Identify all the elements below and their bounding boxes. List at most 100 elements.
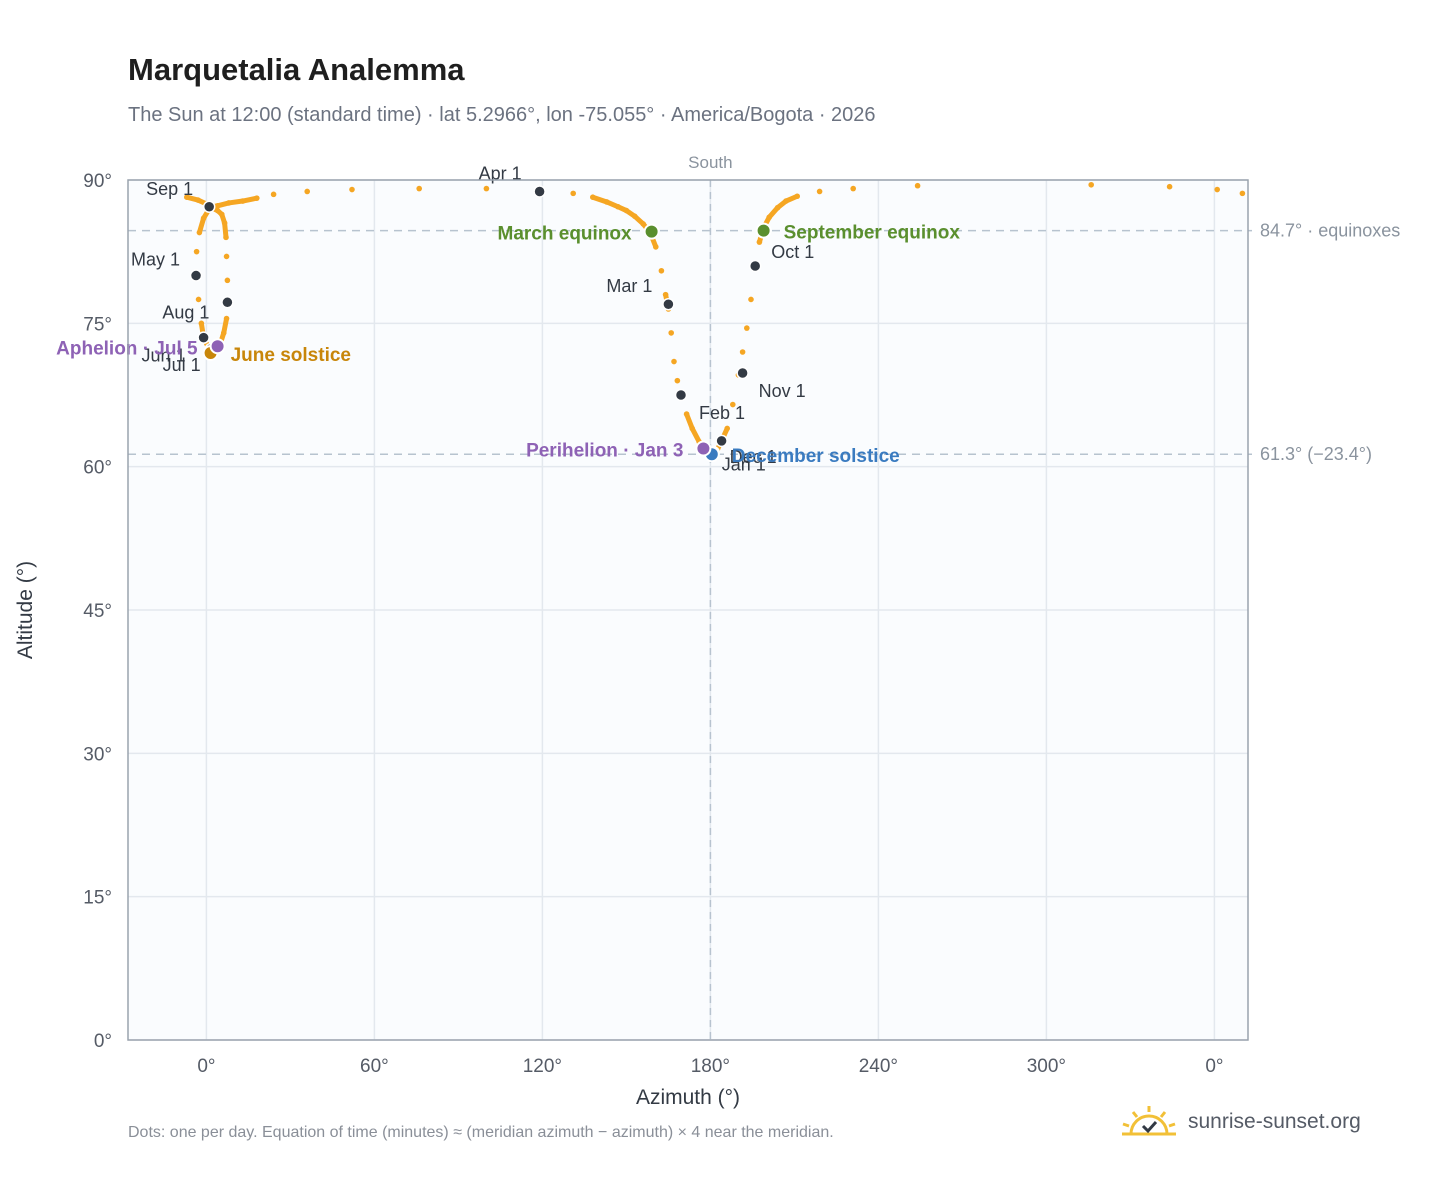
month-label: Jun 1 [142,346,186,366]
daily-dot [195,296,202,303]
daily-dot [653,244,659,250]
daily-dot [1166,183,1173,190]
daily-dot [196,229,203,236]
x-axis-label: Azimuth (°) [636,1086,740,1109]
month-marker [748,259,762,273]
daily-dot [200,215,207,222]
daily-dot [674,377,681,384]
month-marker [221,296,234,309]
event-label: Aphelion · Jul 5 [56,338,198,359]
footer-note: Dots: one per day. Equation of time (min… [128,1124,834,1141]
daily-dot [1214,186,1220,193]
month-label: Feb 1 [699,403,745,423]
daily-dot [253,195,260,201]
month-label: Apr 1 [479,163,522,183]
reference-label: 61.3° (−23.4°) [1260,444,1372,464]
x-tick-label: 240° [859,1056,898,1077]
daily-dot [816,188,823,195]
sun-icon [1122,1106,1176,1136]
daily-dot [668,330,674,336]
daily-dot [914,182,921,189]
daily-dot [224,277,231,284]
month-label: Dec 1 [730,447,777,467]
month-marker [674,388,688,402]
chart-subtitle: The Sun at 12:00 (standard time) · lat 5… [128,104,876,126]
y-tick-label: 60° [83,458,112,479]
month-marker [715,434,728,448]
daily-dot [640,221,646,227]
event-label: September equinox [784,223,961,244]
daily-dot [195,197,201,203]
daily-dot [623,207,630,214]
y-tick-label: 45° [83,601,112,622]
month-marker [533,185,546,198]
daily-dot [184,194,190,200]
daily-dot [223,315,230,322]
daily-dot [214,203,221,209]
daily-dot [226,200,232,206]
daily-dot [724,425,730,432]
month-marker [662,297,675,311]
daily-dot [223,234,229,241]
reference-label: 84.7° · equinoxes [1260,221,1400,241]
daily-dot [416,185,423,192]
daily-dot [349,186,355,193]
month-label: Nov 1 [759,381,806,401]
event-label: June solstice [231,345,351,366]
event-label: Perihelion · Jan 3 [526,441,683,462]
daily-dot [748,296,754,303]
month-marker [736,366,749,380]
daily-dot [304,188,311,195]
month-label: Mar 1 [606,276,652,296]
event-label: December solstice [732,446,900,467]
daily-dot [570,190,576,197]
month-marker [202,200,216,214]
daily-dot [850,185,856,192]
daily-dot [590,194,596,200]
daily-dot [219,211,225,218]
daily-dot [662,291,669,298]
south-label: South [688,153,732,172]
event-marker [209,338,226,355]
chart-title: Marquetalia Analemma [128,52,465,87]
daily-dot [223,253,230,260]
daily-dot [783,198,789,204]
daily-dot [483,185,490,192]
daily-dot [193,248,200,255]
y-tick-label: 15° [83,888,112,909]
month-marker [189,269,203,282]
month-marker [197,331,210,344]
event-marker [695,440,712,457]
y-axis-label: Altitude (°) [14,561,37,659]
y-tick-label: 30° [83,744,112,765]
month-label: Jan 1 [722,454,766,474]
daily-dot [730,401,736,408]
x-tick-label: 120° [523,1056,562,1077]
daily-dot [683,411,690,417]
daily-dot [214,207,221,214]
month-label: May 1 [131,250,180,270]
daily-dot [221,220,228,226]
y-tick-label: 75° [83,314,112,335]
daily-dot [744,325,750,331]
daily-dot [671,358,677,365]
daily-dot [1088,181,1094,188]
daily-dot [756,239,763,245]
daily-dot [632,213,638,220]
month-label: Sep 1 [146,179,193,199]
daily-dot [739,349,746,355]
daily-dot [774,204,781,211]
event-marker [755,222,772,239]
y-tick-label: 0° [94,1031,112,1052]
month-label: Oct 1 [771,242,814,262]
month-label: Jul 1 [163,355,201,375]
daily-dot [240,198,246,204]
daily-dot [794,193,800,200]
event-label: March equinox [498,224,633,245]
daily-dot [604,199,610,205]
brand-logo[interactable]: sunrise-sunset.org [1120,1104,1361,1140]
event-marker [643,223,660,240]
daily-dot [615,203,621,210]
daily-dot [766,214,772,221]
